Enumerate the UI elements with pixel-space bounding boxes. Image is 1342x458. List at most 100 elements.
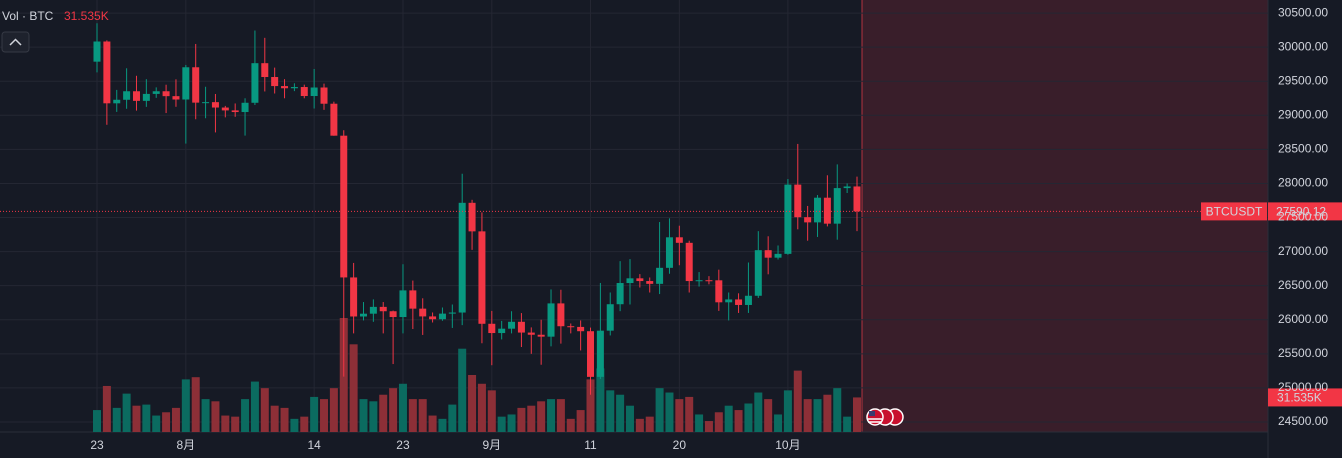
volume-bar xyxy=(389,388,398,432)
y-tick-label: 27000.00 xyxy=(1278,244,1328,258)
candle-body xyxy=(764,250,772,258)
candle-body xyxy=(300,87,308,97)
candle-body xyxy=(814,197,822,223)
candle-body xyxy=(587,331,595,377)
volume-bar xyxy=(211,401,220,432)
volume-bar xyxy=(290,418,299,432)
x-tick-label: 23 xyxy=(396,438,410,452)
candle-layer xyxy=(93,23,861,395)
candle-body xyxy=(379,306,387,312)
candle-body xyxy=(389,311,397,318)
volume-bar xyxy=(625,405,634,432)
volume-bar xyxy=(477,383,486,432)
candle-body xyxy=(409,290,417,309)
volume-layer xyxy=(93,318,861,432)
candle-body xyxy=(419,308,427,317)
volume-bar xyxy=(132,405,141,432)
volume-bar xyxy=(764,399,773,432)
candle-body xyxy=(557,303,565,327)
volume-bar xyxy=(468,375,477,432)
candle-body xyxy=(784,184,792,254)
candle-body xyxy=(320,87,328,104)
candle-body xyxy=(241,102,249,113)
candle-body xyxy=(715,280,723,303)
candle-body xyxy=(547,303,555,337)
volume-bar xyxy=(616,394,625,432)
candle-body xyxy=(823,197,831,224)
volume-bar xyxy=(635,418,644,432)
volume-bar xyxy=(645,416,654,432)
volume-bar xyxy=(349,344,358,432)
volume-bar xyxy=(586,379,595,432)
candle-body xyxy=(468,202,476,232)
x-tick-label: 23 xyxy=(90,438,104,452)
candle-body xyxy=(123,91,131,100)
collapse-button[interactable] xyxy=(1,31,30,53)
candle-body xyxy=(152,91,160,94)
volume-bar xyxy=(112,407,121,432)
candle-body xyxy=(685,242,693,282)
candle-body xyxy=(458,202,466,313)
x-tick-label: 20 xyxy=(673,438,687,452)
volume-bar xyxy=(241,399,250,432)
volume-bar xyxy=(685,396,694,432)
volume-bar xyxy=(458,348,467,432)
candle-body xyxy=(93,41,101,62)
y-tick-label: 27500.00 xyxy=(1278,210,1328,224)
candle-body xyxy=(517,321,525,333)
volume-bar xyxy=(556,399,565,432)
y-tick-label: 28500.00 xyxy=(1278,142,1328,156)
volume-bar xyxy=(497,416,506,432)
candle-body xyxy=(794,184,802,218)
volume-label: Vol · BTC xyxy=(2,9,54,23)
candle-body xyxy=(103,41,111,104)
candle-body xyxy=(735,299,743,305)
event-flags xyxy=(866,408,904,426)
volume-bar xyxy=(270,405,279,432)
candle-body xyxy=(399,290,407,318)
candle-body xyxy=(636,278,644,282)
volume-bar xyxy=(152,415,161,432)
candle-body xyxy=(211,102,219,108)
volume-bar xyxy=(428,415,437,432)
candle-body xyxy=(202,102,210,104)
candle-body xyxy=(754,250,762,296)
volume-bar xyxy=(93,410,101,432)
symbol-label: BTCUSDT xyxy=(1206,205,1263,219)
volume-bar xyxy=(142,404,151,432)
candle-body xyxy=(162,91,170,97)
candle-body xyxy=(488,323,496,334)
y-tick-label: 28000.00 xyxy=(1278,176,1328,190)
volume-bar xyxy=(221,415,230,432)
volume-bar xyxy=(398,383,407,432)
volume-bar xyxy=(774,414,783,432)
y-tick-label: 26500.00 xyxy=(1278,278,1328,292)
y-tick-label: 29000.00 xyxy=(1278,107,1328,121)
volume-bar xyxy=(527,405,536,432)
candle-body xyxy=(310,87,318,97)
candle-body xyxy=(616,283,624,305)
volume-bar xyxy=(300,416,309,432)
volume-bar xyxy=(329,388,338,432)
candle-body xyxy=(281,86,289,89)
candle-body xyxy=(192,67,200,103)
volume-bar xyxy=(171,407,180,432)
volume-bar xyxy=(310,396,319,432)
volume-bar xyxy=(547,399,556,432)
volume-bar xyxy=(487,390,496,432)
volume-bar xyxy=(665,392,674,432)
candle-body xyxy=(340,135,348,278)
candle-body xyxy=(221,107,229,111)
highlight-region xyxy=(862,0,1268,432)
volume-bar xyxy=(359,399,368,432)
candle-body xyxy=(567,326,575,328)
volume-bar xyxy=(596,368,605,432)
y-tick-label: 30000.00 xyxy=(1278,39,1328,53)
volume-bar xyxy=(853,397,861,432)
candle-body xyxy=(744,295,752,305)
x-tick-label: 14 xyxy=(307,438,321,452)
candle-body xyxy=(675,237,683,243)
volume-bar xyxy=(803,399,812,432)
